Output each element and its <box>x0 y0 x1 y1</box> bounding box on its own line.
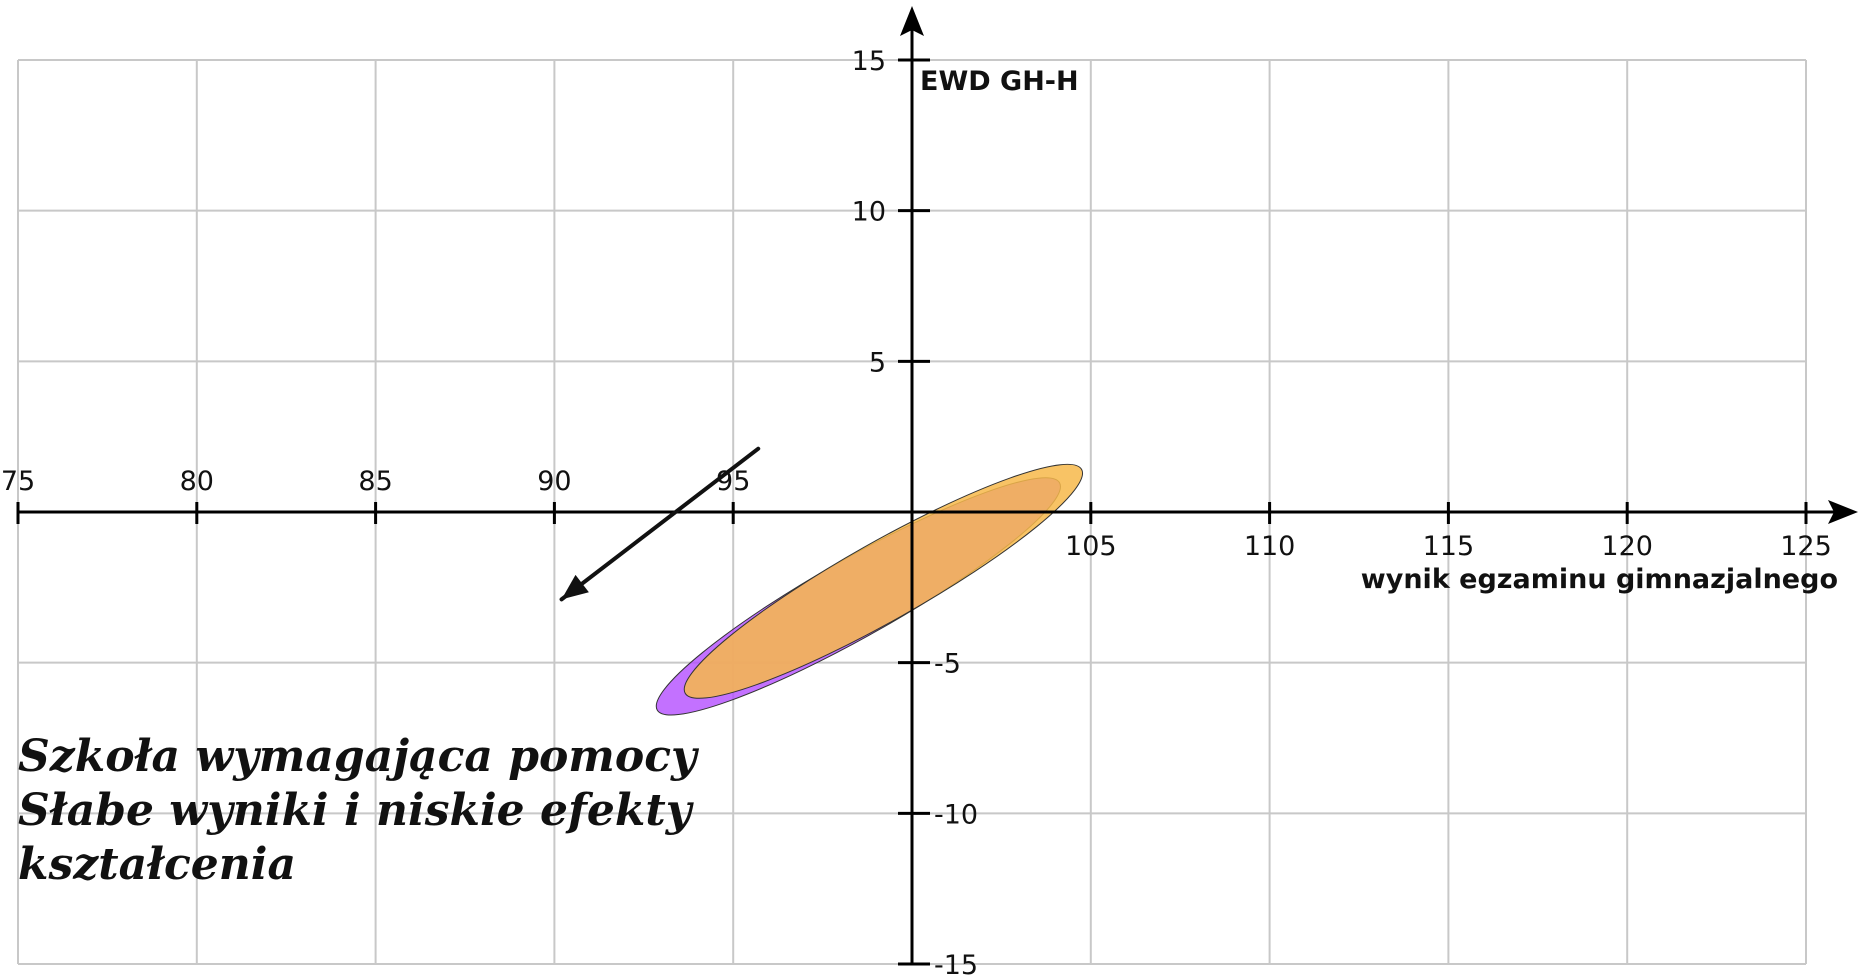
y-tick-label: 10 <box>852 197 886 228</box>
x-tick-label: 85 <box>358 466 392 497</box>
x-tick-label: 125 <box>1780 531 1832 562</box>
annotation-line-3: kształcenia <box>18 839 297 890</box>
x-tick-label: 80 <box>180 466 214 497</box>
x-tick-label: 105 <box>1065 531 1117 562</box>
annotation: Szkoła wymagająca pomocy Słabe wyniki i … <box>18 730 778 892</box>
annotation-line-2: Słabe wyniki i niskie efekty <box>18 785 692 836</box>
x-axis-arrowhead <box>1828 500 1858 524</box>
x-axis-title: wynik egzaminu gimnazjalnego <box>1361 564 1838 595</box>
ellipses <box>655 463 1084 716</box>
arrow-shaft <box>559 446 761 602</box>
ellipse-2 <box>683 463 1084 699</box>
arrow-head <box>561 574 589 600</box>
y-axis-title: EWD GH-H <box>920 66 1079 97</box>
trend-arrow <box>559 446 761 602</box>
annotation-line-1: Szkoła wymagająca pomocy <box>18 731 697 782</box>
x-tick-label: 75 <box>1 466 35 497</box>
x-tick-label: 95 <box>716 466 750 497</box>
y-tick-label: 15 <box>852 46 886 77</box>
y-tick-label: 5 <box>869 347 886 378</box>
x-tick-label: 110 <box>1244 531 1296 562</box>
x-tick-label: 115 <box>1423 531 1475 562</box>
x-tick-label: 90 <box>537 466 571 497</box>
y-tick-label: -10 <box>934 799 978 830</box>
y-tick-label: -15 <box>934 950 978 976</box>
y-tick-label: -5 <box>934 649 961 680</box>
x-tick-label: 120 <box>1601 531 1653 562</box>
y-axis-arrowhead <box>900 6 924 36</box>
axes <box>18 6 1858 964</box>
